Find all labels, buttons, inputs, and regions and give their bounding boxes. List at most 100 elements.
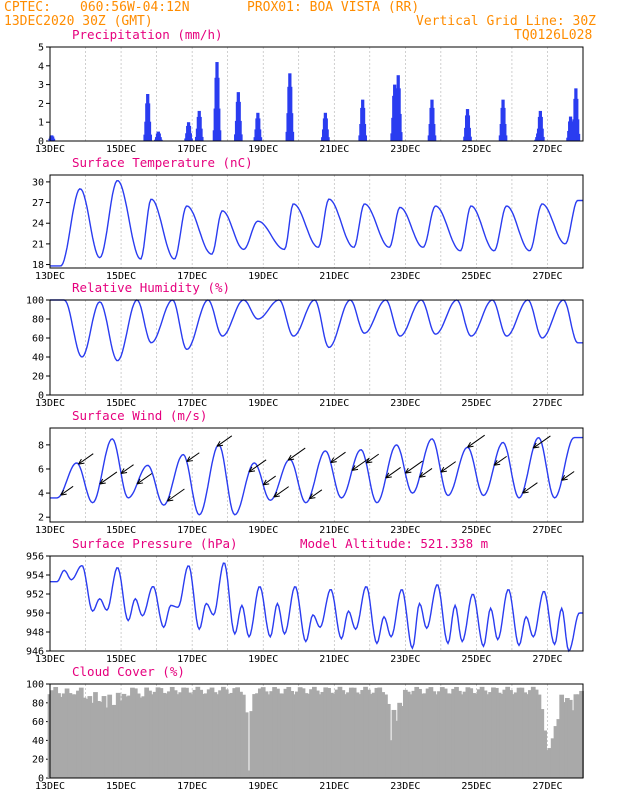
precipitation-bar bbox=[258, 137, 263, 141]
precipitation-bar bbox=[362, 123, 367, 141]
pressure-frame bbox=[49, 555, 584, 652]
cloud-cover-bar bbox=[289, 690, 294, 778]
cloud-cover-bar bbox=[186, 692, 192, 778]
cloud-cover-bar bbox=[135, 693, 141, 778]
precipitation-y-tick-label: 4 bbox=[38, 61, 44, 72]
cloud-cover-bar bbox=[439, 687, 445, 778]
precipitation-bar bbox=[217, 108, 221, 141]
wind-arrow-head bbox=[522, 487, 529, 494]
cloud-cover-bar bbox=[502, 689, 508, 778]
cloud-cover-x-tick-label: 13DEC bbox=[35, 781, 65, 792]
cloud-cover-bar bbox=[405, 691, 411, 778]
precipitation-bar bbox=[200, 136, 204, 141]
cloud-cover-y-tick-label: 80 bbox=[32, 698, 44, 709]
cloud-cover-bar bbox=[354, 692, 360, 778]
precipitation-bar bbox=[188, 133, 192, 141]
cloud-cover-bar bbox=[59, 696, 64, 778]
humidity-y-tick-label: 60 bbox=[32, 334, 44, 345]
cloud-cover-bar bbox=[422, 693, 428, 778]
wind-x-tick-label: 25DEC bbox=[461, 525, 491, 536]
cloud-cover-bar bbox=[434, 694, 439, 778]
precipitation-bar bbox=[326, 137, 330, 141]
humidity-x-tick-label: 13DEC bbox=[35, 398, 65, 409]
wind-arrow-head bbox=[166, 495, 174, 502]
cloud-cover-bar bbox=[138, 697, 144, 778]
cloud-cover-bar bbox=[209, 687, 215, 778]
humidity-y-tick-label: 0 bbox=[38, 391, 44, 402]
cloud-cover-bar bbox=[570, 710, 576, 778]
cloud-cover-bar bbox=[445, 693, 451, 778]
cloud-cover-bar bbox=[579, 690, 584, 778]
cloud-cover-bar bbox=[340, 690, 346, 778]
cloud-cover-bar bbox=[564, 698, 570, 778]
cloud-cover-bar bbox=[482, 690, 488, 778]
cloud-cover-bar bbox=[471, 693, 476, 778]
cloud-cover-bar bbox=[243, 712, 249, 778]
wind-arrow bbox=[365, 453, 380, 464]
cloud-cover-bar bbox=[411, 690, 417, 778]
precipitation-y-tick-label: 5 bbox=[38, 43, 44, 54]
humidity-x-tick-label: 17DEC bbox=[177, 398, 207, 409]
cloud-cover-bar bbox=[249, 711, 255, 778]
cloud-cover-x-tick-label: 19DEC bbox=[248, 781, 278, 792]
cloud-cover-bar bbox=[539, 709, 545, 778]
wind-arrow-head bbox=[186, 456, 193, 463]
pressure-annotation: Model Altitude: 521.338 m bbox=[300, 536, 488, 551]
cloud-cover-bar bbox=[113, 704, 118, 778]
cloud-cover-bar bbox=[547, 748, 553, 778]
wind-arrow-head bbox=[60, 489, 67, 496]
cloud-cover-bar bbox=[56, 693, 61, 778]
cloud-cover-bar bbox=[522, 692, 528, 778]
cloud-cover-bar bbox=[383, 694, 388, 778]
cloud-cover-bar bbox=[485, 694, 491, 778]
wind-arrow bbox=[309, 489, 323, 500]
wind-arrow bbox=[60, 485, 74, 496]
wind-arrow bbox=[166, 488, 185, 502]
cloud-cover-bar bbox=[360, 690, 366, 778]
precipitation-bar bbox=[363, 135, 367, 141]
cloud-cover-bar bbox=[346, 692, 351, 778]
cloud-cover-bar bbox=[371, 692, 377, 778]
cloud-cover-bar bbox=[499, 694, 505, 778]
cloud-cover-bar bbox=[195, 686, 201, 778]
humidity-x-tick-label: 15DEC bbox=[106, 398, 136, 409]
wind-x-tick-label: 19DEC bbox=[248, 525, 278, 536]
cloud-cover-bar bbox=[516, 687, 522, 778]
temperature-y-tick-label: 24 bbox=[32, 219, 44, 230]
precipitation-bar bbox=[576, 133, 581, 141]
cloud-cover-x-tick-label: 27DEC bbox=[532, 781, 562, 792]
pressure-series-line bbox=[50, 562, 583, 653]
precipitation-bar bbox=[158, 137, 162, 141]
cloud-cover-bar bbox=[468, 688, 474, 778]
wind-x-tick-label: 17DEC bbox=[177, 525, 207, 536]
precipitation-bar bbox=[258, 129, 262, 141]
wind-frame bbox=[49, 427, 584, 523]
cloud-cover-bar bbox=[306, 693, 312, 778]
wind-arrow-head bbox=[561, 475, 568, 481]
precipitation-y-tick-label: 0 bbox=[38, 137, 44, 148]
cloud-cover-bar bbox=[576, 694, 582, 778]
cloud-cover-bar bbox=[175, 694, 181, 778]
precipitation-bar bbox=[576, 119, 580, 141]
cloud-cover-x-tick-label: 25DEC bbox=[461, 781, 491, 792]
wind-arrow bbox=[120, 464, 134, 474]
cloud-cover-bar bbox=[198, 689, 204, 778]
cloud-cover-x-tick-label: 17DEC bbox=[177, 781, 207, 792]
cloud-cover-bar bbox=[152, 691, 158, 778]
cloud-cover-bar bbox=[84, 698, 90, 778]
wind-arrow-head bbox=[404, 467, 412, 474]
cloud-cover-bar bbox=[215, 694, 221, 778]
cloud-cover-bar bbox=[64, 688, 70, 778]
cloud-cover-bar bbox=[263, 691, 269, 778]
humidity-x-tick-label: 27DEC bbox=[532, 398, 562, 409]
wind-arrow-head bbox=[493, 459, 501, 466]
wind-arrow-head bbox=[440, 466, 447, 473]
cloud-cover-bar bbox=[144, 687, 150, 778]
precipitation-bar bbox=[289, 113, 294, 141]
cloud-cover-bar bbox=[101, 696, 107, 778]
precipitation-x-tick-label: 15DEC bbox=[106, 144, 136, 155]
cloud-cover-bar bbox=[357, 694, 363, 778]
cloud-cover-bar bbox=[462, 691, 468, 778]
cloud-cover-bar bbox=[519, 687, 525, 778]
